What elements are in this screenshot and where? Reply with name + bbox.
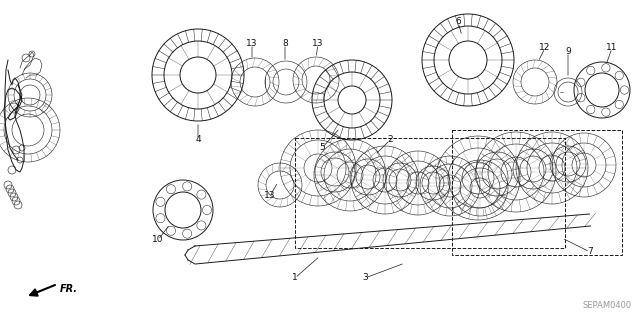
Text: SEPAM0400: SEPAM0400 [583,301,632,310]
Text: 3: 3 [362,273,368,283]
Text: 10: 10 [152,235,164,244]
Text: 1: 1 [292,273,298,283]
Text: 13: 13 [312,40,324,48]
Text: 7: 7 [587,248,593,256]
Text: 9: 9 [565,48,571,56]
Text: 13: 13 [246,40,258,48]
Text: 12: 12 [540,43,550,53]
Text: FR.: FR. [60,284,78,294]
Text: 13: 13 [264,191,276,201]
Bar [295,138,565,248]
Text: 11: 11 [606,43,618,53]
Text: 6: 6 [455,18,461,26]
Text: 4: 4 [195,136,201,145]
Text: 8: 8 [282,40,288,48]
Text: 5: 5 [319,144,325,152]
Text: 2: 2 [387,136,393,145]
Bar [452,130,622,255]
